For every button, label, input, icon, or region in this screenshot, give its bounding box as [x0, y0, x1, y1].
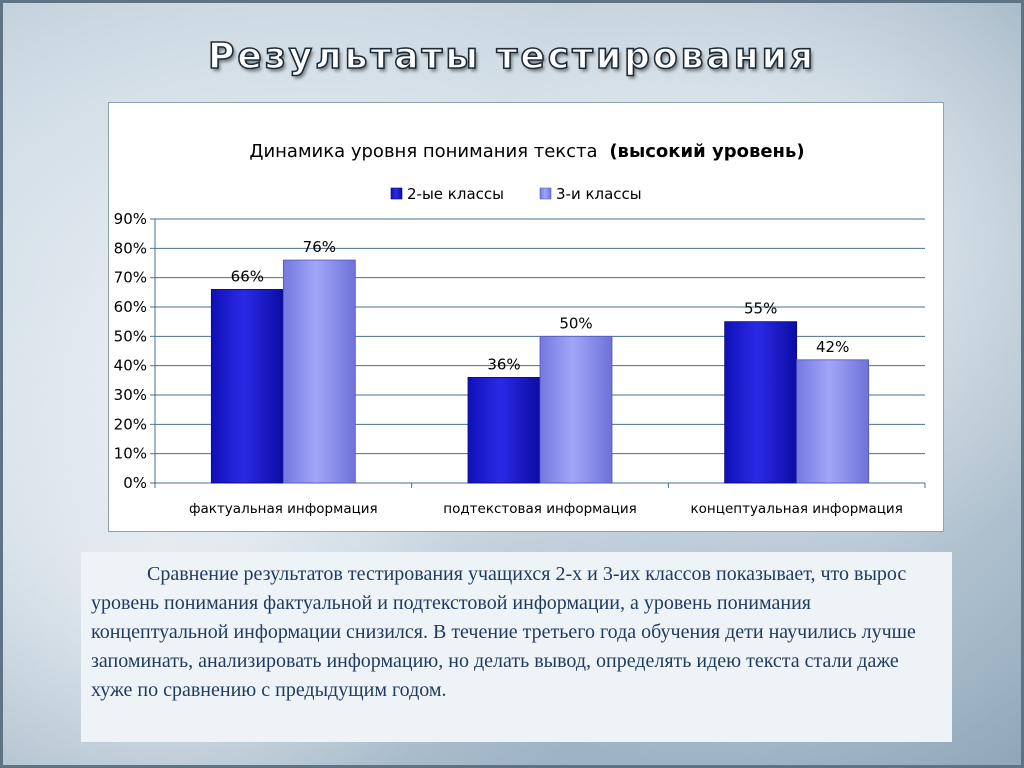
x-tick-label: подтекстовая информация: [443, 501, 636, 517]
slide-title: Результаты тестирования: [207, 35, 816, 78]
bar: [724, 321, 798, 484]
data-label: 66%: [231, 267, 264, 285]
y-tick-label: 90%: [114, 210, 147, 228]
y-tick-label: 60%: [114, 298, 147, 316]
y-axis-ticks: 0% 10% 20% 30% 40% 50% 60% 70% 80% 90%: [114, 210, 147, 492]
description-panel: Сравнение результатов тестирования учащи…: [81, 552, 952, 742]
data-label: 42%: [816, 338, 849, 356]
data-labels: 66% 76% 36% 50% 55% 42%: [231, 238, 850, 373]
y-tick-label: 80%: [114, 239, 147, 257]
bar: [467, 376, 541, 484]
x-axis-ticks: фактуальная информация подтекстовая инфор…: [189, 501, 903, 517]
bar: [539, 335, 613, 484]
y-tick-label: 40%: [114, 357, 147, 375]
legend-label-3rd-grade: 3-и классы: [556, 185, 642, 203]
x-tick-label: фактуальная информация: [189, 501, 378, 517]
chart-title-bold: (высокий уровень): [609, 141, 804, 162]
y-tick-label: 70%: [114, 269, 147, 287]
data-label: 50%: [559, 314, 592, 332]
chart-title: Динамика уровня понимания текста (высоки…: [249, 141, 804, 162]
data-label: 36%: [487, 355, 520, 373]
bar: [282, 259, 356, 484]
data-label: 55%: [744, 300, 777, 318]
bars: [210, 259, 870, 484]
legend-swatch-2nd-grade: [390, 187, 403, 200]
y-tick-label: 50%: [114, 327, 147, 345]
description-text: Сравнение результатов тестирования учащи…: [91, 563, 916, 701]
y-tick-label: 30%: [114, 386, 147, 404]
bar: [796, 359, 870, 484]
data-label: 76%: [303, 238, 336, 256]
chart-panel: Динамика уровня понимания текста (высоки…: [108, 102, 944, 532]
y-tick-label: 20%: [114, 415, 147, 433]
legend-label-2nd-grade: 2-ые классы: [407, 185, 504, 203]
x-tick-label: концептуальная информация: [691, 501, 903, 517]
y-tick-label: 10%: [114, 445, 147, 463]
legend-swatch-3rd-grade: [539, 187, 552, 200]
chart-title-main: Динамика уровня понимания текста: [249, 141, 597, 162]
bar: [210, 288, 284, 484]
y-tick-label: 0%: [123, 474, 147, 492]
bar-chart: Динамика уровня понимания текста (высоки…: [114, 141, 926, 517]
legend: 2-ые классы 3-и классы: [390, 185, 642, 203]
